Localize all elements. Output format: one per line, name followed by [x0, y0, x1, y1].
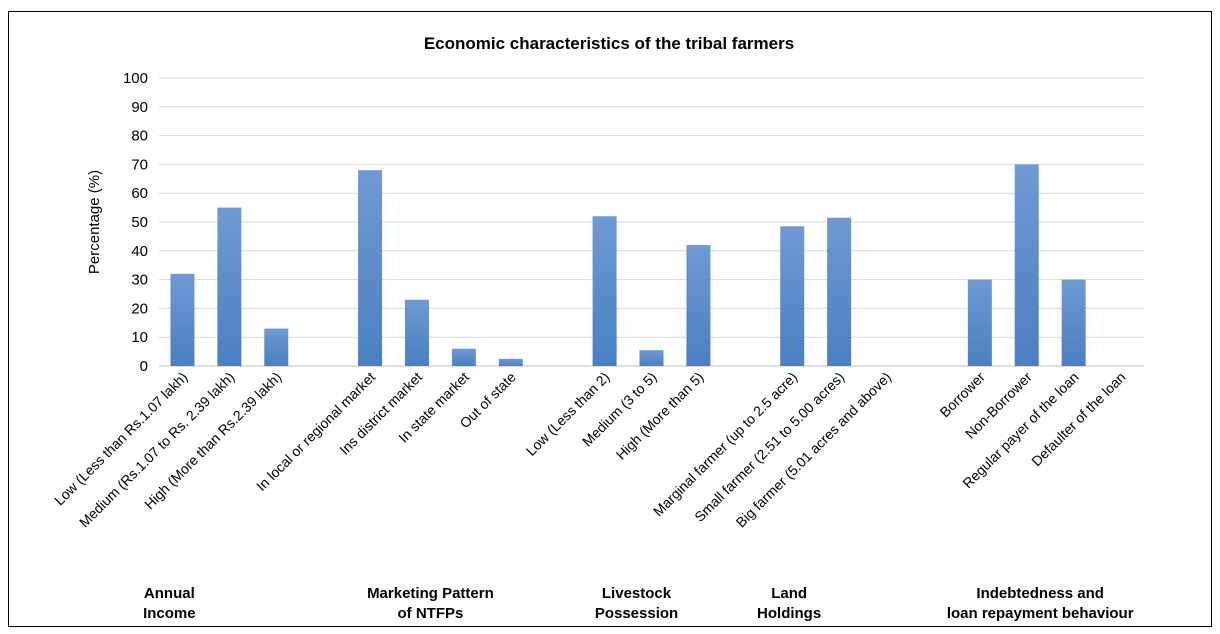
bar [358, 170, 383, 366]
chart-frame: Economic characteristics of the tribal f… [8, 11, 1212, 627]
y-tick-label: 20 [131, 300, 148, 317]
x-tick-label: Ins district market [336, 369, 425, 458]
y-tick-label: 10 [131, 329, 148, 346]
bar [404, 299, 429, 366]
bar [686, 245, 711, 366]
y-tick-label: 0 [140, 358, 148, 375]
bar [498, 358, 523, 366]
y-tick-label: 60 [131, 185, 148, 202]
group-label: Income [143, 605, 196, 622]
y-tick-label: 40 [131, 243, 148, 260]
bar-chart: Economic characteristics of the tribal f… [51, 34, 1144, 622]
y-tick-label: 70 [131, 156, 148, 173]
bar [827, 217, 852, 366]
bar [780, 226, 805, 366]
bar [1061, 279, 1086, 366]
bar [217, 207, 242, 366]
bar [967, 279, 992, 366]
y-tick-label: 90 [131, 99, 148, 116]
y-tick-label: 30 [131, 272, 148, 289]
group-label: of NTFPs [398, 605, 464, 622]
y-tick-label: 50 [131, 214, 148, 231]
group-label: Livestock [602, 585, 672, 602]
x-tick-label: Low (Less than 2) [523, 369, 613, 459]
chart-title: Economic characteristics of the tribal f… [424, 34, 794, 53]
bar [592, 216, 617, 366]
x-tick-label: Defaulter of the loan [1028, 369, 1128, 469]
group-label: Land [771, 585, 807, 602]
group-label: loan repayment behaviour [947, 605, 1134, 622]
group-label: Marketing Pattern [367, 585, 494, 602]
group-label: Annual [144, 585, 195, 602]
x-tick-label: High (More than 5) [613, 369, 707, 463]
bar [170, 273, 195, 366]
y-axis-label: Percentage (%) [86, 170, 103, 274]
bar [1014, 164, 1039, 366]
bar [639, 350, 664, 366]
bar [264, 328, 289, 366]
bar [451, 348, 476, 366]
y-tick-label: 100 [123, 70, 148, 87]
group-label: Indebtedness and [976, 585, 1104, 602]
group-label: Possession [595, 605, 678, 622]
group-label: Holdings [757, 605, 821, 622]
y-tick-label: 80 [131, 128, 148, 145]
